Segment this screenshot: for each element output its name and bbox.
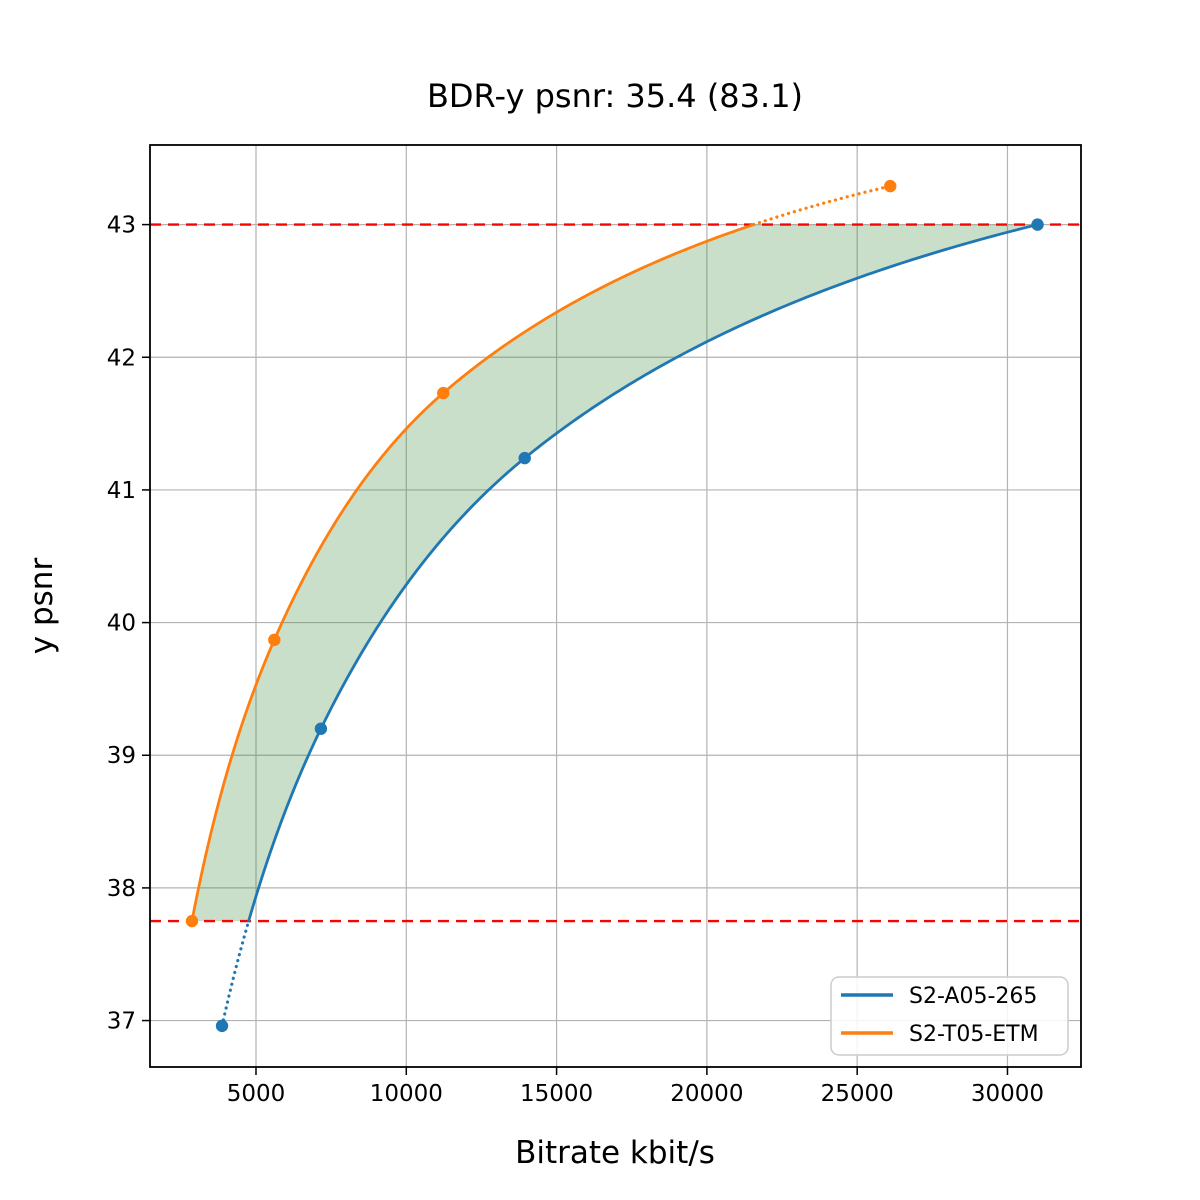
y-tick-label: 38 [107,876,136,902]
bd-area-fill [191,224,1038,922]
x-tick-label: 10000 [370,1081,443,1107]
plot-border-layer [149,144,1082,1068]
series-curve-S2-A05-265 [247,223,1039,923]
x-axis-label: Bitrate kbit/s [515,1135,715,1171]
axis-ticks-layer: 5000 10000 15000 20000 25000 30000 37 38 39 40 41 4… [107,213,1044,1107]
chart-title: BDR-y psnr: 35.4 (83.1) [427,77,803,115]
y-tick-label: 39 [107,743,136,769]
series-curve-S2-T05-ETM [190,223,756,923]
series-curves-layer [190,184,1039,1028]
x-tick-label: 15000 [520,1081,593,1107]
series-curve-dotted-S2-T05-ETM [752,184,892,227]
data-point-marker-S2-A05-265 [215,1019,229,1033]
y-axis-label: y psnr [24,558,60,655]
x-tick-label: 25000 [821,1081,894,1107]
data-point-marker-S2-A05-265 [518,451,531,465]
data-point-marker-S2-A05-265 [314,722,328,735]
legend-label-S2-A05-265: S2-A05-265 [909,984,1037,1009]
legend-label-S2-T05-ETM: S2-T05-ETM [909,1022,1039,1047]
y-tick-label: 41 [107,478,136,504]
overlap-lines-layer [150,223,1081,923]
y-tick-label: 42 [107,345,136,371]
data-point-marker-S2-T05-ETM [185,914,199,928]
plot-border [149,144,1082,1068]
series-curve-dotted-S2-A05-265 [220,919,251,1028]
data-point-marker-S2-T05-ETM [437,386,450,400]
data-point-marker-S2-T05-ETM [884,179,897,193]
x-tick-label: 5000 [227,1081,286,1107]
y-tick-label: 43 [107,213,136,239]
data-point-markers-layer [185,179,1044,1033]
x-tick-label: 20000 [670,1081,743,1107]
x-tick-label: 30000 [971,1081,1044,1107]
y-tick-label: 40 [107,611,136,637]
bd-area-layer [191,224,1038,922]
y-tick-label: 37 [107,1009,136,1035]
legend: S2-A05-265 S2-T05-ETM [830,976,1069,1056]
data-point-marker-S2-A05-265 [1031,218,1044,231]
data-point-marker-S2-T05-ETM [268,633,281,647]
